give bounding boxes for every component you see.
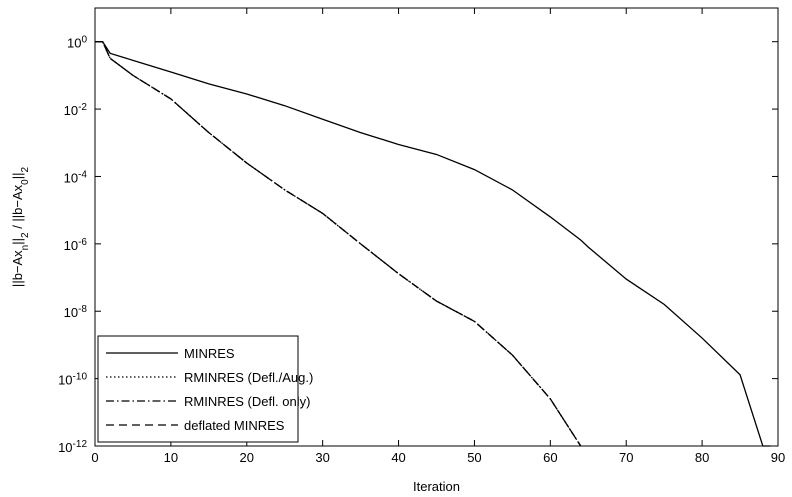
x-tick-label: 0 — [91, 450, 98, 465]
x-tick-label: 10 — [164, 450, 178, 465]
x-tick-label: 60 — [543, 450, 557, 465]
x-tick-label: 20 — [240, 450, 254, 465]
x-tick-label: 50 — [467, 450, 481, 465]
y-tick-label: 10-2 — [64, 102, 88, 119]
legend-label: MINRES — [184, 346, 235, 361]
legend-label: RMINRES (Defl. only) — [184, 394, 310, 409]
x-tick-label: 40 — [391, 450, 405, 465]
series-line — [95, 41, 582, 447]
y-tick-label: 10-10 — [58, 371, 87, 388]
x-tick-label: 30 — [315, 450, 329, 465]
y-tick-label: 10-8 — [64, 304, 88, 321]
plot-frame — [94, 7, 779, 447]
x-tick-label: 90 — [771, 450, 785, 465]
legend-label: deflated MINRES — [184, 418, 285, 433]
y-tick-label: 100 — [67, 34, 87, 51]
x-tick-label: 70 — [619, 450, 633, 465]
y-tick-label: 10-12 — [58, 439, 87, 456]
y-axis-label: ||b−Axn||2 / ||b−Ax0||2 — [10, 167, 31, 288]
x-tick-label: 80 — [695, 450, 709, 465]
y-tick-label: 10-6 — [64, 236, 88, 253]
series-line — [95, 41, 771, 447]
legend-label: RMINRES (Defl./Aug.) — [184, 370, 313, 385]
y-tick-label: 10-4 — [64, 169, 88, 186]
legend-box — [97, 335, 299, 443]
x-axis-label: Iteration — [413, 479, 460, 494]
